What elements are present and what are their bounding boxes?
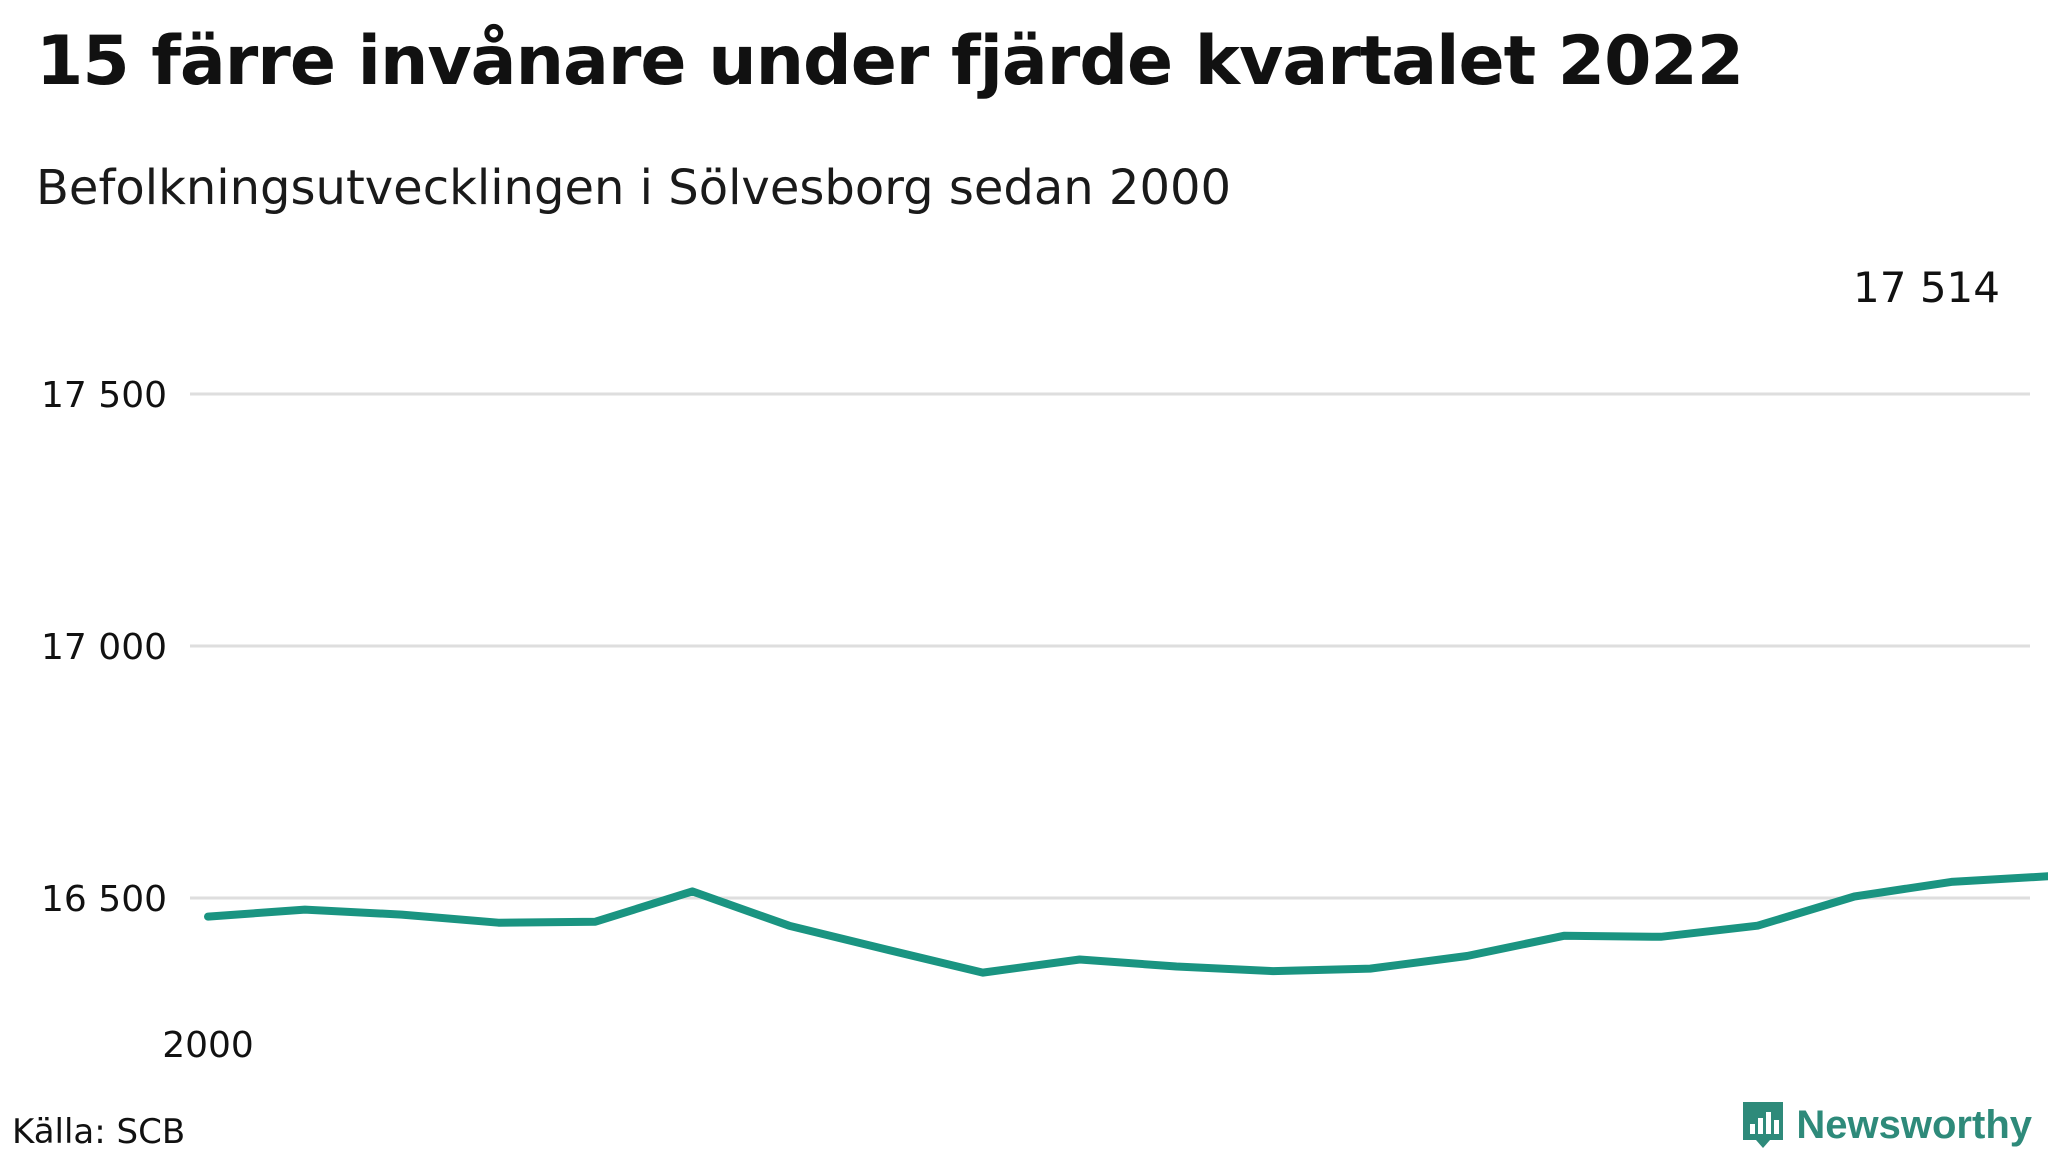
data-point <box>1560 932 1568 940</box>
data-point <box>2044 872 2048 880</box>
y-tick-label: 17 500 <box>41 375 167 416</box>
data-point <box>301 906 309 914</box>
newsworthy-logo-icon <box>1743 1102 1784 1148</box>
data-point <box>1657 933 1665 941</box>
data-point <box>785 922 793 930</box>
grid-lines <box>190 392 2030 900</box>
series-line <box>204 872 2048 977</box>
end-value-label: 17 514 <box>1853 263 2000 312</box>
data-point <box>591 918 599 926</box>
chart-title: 15 färre invånare under fjärde kvartalet… <box>36 22 1744 101</box>
y-tick-label: 16 500 <box>41 879 167 920</box>
data-point <box>495 919 502 927</box>
data-point <box>204 913 212 921</box>
data-point <box>398 911 406 919</box>
data-point <box>979 969 987 977</box>
brand-name: Newsworthy <box>1796 1102 2032 1147</box>
data-point <box>1754 922 1762 930</box>
data-point <box>688 887 696 895</box>
end-value-annotation: 17 514 <box>1853 263 2000 312</box>
source-note: Källa: SCB <box>12 1112 186 1152</box>
brand-logo: Newsworthy <box>1740 1100 2032 1150</box>
data-point <box>882 945 890 953</box>
y-axis-tick-labels: 16 500 17 000 17 500 <box>41 375 167 920</box>
series-line-layer <box>204 872 2048 977</box>
chart-subtitle: Befolkningsutvecklingen i Sölvesborg sed… <box>36 160 1232 216</box>
data-point <box>1173 963 1180 970</box>
data-point <box>1947 878 1955 886</box>
x-axis-tick-labels: 20002005201020152020 <box>162 1025 254 1066</box>
data-point <box>1076 956 1084 963</box>
x-tick-label: 2000 <box>162 1025 254 1066</box>
data-point <box>1850 893 1858 900</box>
y-tick-label: 17 000 <box>41 627 167 668</box>
data-point <box>1366 965 1374 973</box>
data-point <box>1463 952 1471 960</box>
data-point <box>1269 967 1277 975</box>
